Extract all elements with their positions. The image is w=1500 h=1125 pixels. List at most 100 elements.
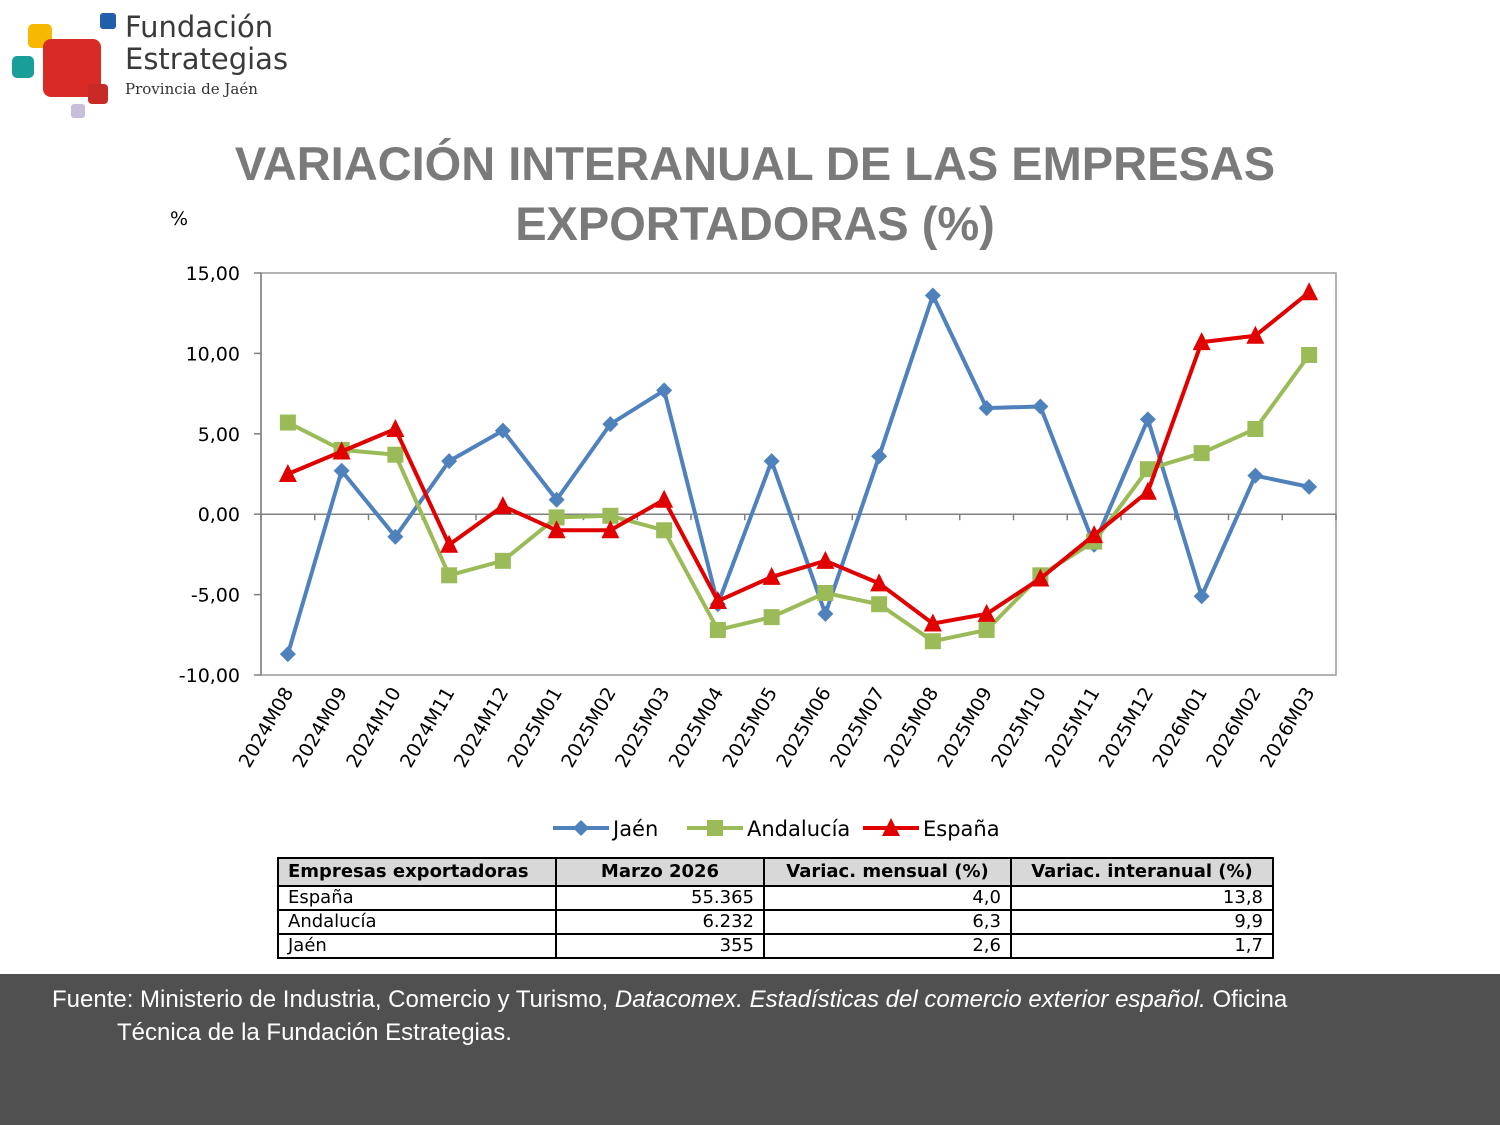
data-point-0 [763,453,780,470]
data-point-0 [1032,398,1049,415]
legend-marker [882,818,900,836]
data-point-0 [1193,588,1210,605]
y-tick-label: 15,00 [186,263,240,285]
data-point-2 [923,613,942,632]
legend-label: Jaén [611,817,658,841]
source-text: Fuente: Ministerio de Industria, Comerci… [52,986,615,1013]
data-point-2 [816,550,835,569]
data-point-0 [1247,467,1264,484]
table-cell: 6,3 [763,909,1012,935]
table-cell: España [277,885,557,911]
data-point-1 [763,609,780,626]
source-text-end: Oficina [1205,986,1288,1013]
data-point-2 [1246,325,1265,344]
org-name-line2: Estrategias [125,42,289,76]
data-point-2 [493,496,512,515]
data-point-1 [871,596,888,613]
y-axis-label: % [170,208,188,230]
table-row: España 55.365 4,0 13,8 [277,885,1274,911]
data-point-2 [1031,568,1050,587]
data-point-0 [602,416,619,433]
title-line2: EXPORTADORAS (%) [515,197,995,250]
legend-label: España [923,817,1000,841]
data-point-1 [1193,445,1210,462]
data-point-2 [1300,282,1319,301]
x-tick-label: 2026M03 [1256,684,1320,772]
y-tick-label: 0,00 [198,504,240,526]
series-line-2 [287,290,1311,626]
data-point-1 [1139,461,1156,478]
legend-label: Andalucía [747,817,850,841]
title-line1: VARIACIÓN INTERANUAL DE LAS EMPRESAS [234,137,1276,190]
data-point-2 [278,464,297,482]
table-cell: 9,9 [1010,909,1274,935]
table-header-cell: Marzo 2026 [555,857,765,887]
table-cell: 4,0 [763,885,1012,911]
table-cell: 55.365 [555,885,765,911]
table-header-cell: Empresas exportadoras [277,857,557,887]
data-point-0 [817,605,834,622]
data-point-1 [441,567,458,584]
data-point-1 [924,633,941,650]
y-tick-label: -10,00 [179,665,240,687]
source-line2: Técnica de la Fundación Estrategias. [117,1019,512,1046]
data-point-1 [1301,347,1318,364]
data-point-0 [656,382,673,399]
data-point-0 [333,462,350,479]
table-cell: 2,6 [763,933,1012,959]
data-point-2 [332,441,351,460]
data-point-0 [978,400,995,417]
data-point-1 [602,507,619,524]
table-cell: Andalucía [277,909,557,935]
data-point-0 [1139,411,1156,428]
page-title: VARIACIÓN INTERANUAL DE LAS EMPRESAS EXP… [150,134,1360,254]
data-point-0 [387,528,404,545]
table-cell: 355 [555,933,765,959]
table-row: Andalucía 6.232 6,3 9,9 [277,909,1274,935]
source-line1: Fuente: Ministerio de Industria, Comerci… [52,986,1287,1014]
series-line-0 [285,293,1310,655]
data-point-2 [1138,481,1157,500]
source-footer: Fuente: Ministerio de Industria, Comerci… [0,974,1500,1125]
data-point-0 [548,491,565,508]
org-name-line1: Fundación [125,10,274,44]
table-header-cell: Variac. mensual (%) [763,857,1012,887]
data-point-2 [601,520,620,539]
data-point-2 [708,591,727,610]
data-point-0 [871,448,888,465]
data-point-2 [386,418,405,437]
data-point-1 [279,414,296,431]
data-point-0 [441,453,458,470]
fundacion-estrategias-logo [12,13,116,118]
line-chart: 15,0010,005,000,00-5,00-10,00%2024M08202… [170,208,1337,841]
data-point-0 [494,422,511,439]
data-point-1 [548,509,565,526]
data-point-1 [709,621,726,638]
source-publication: Datacomex. Estadísticas del comercio ext… [614,986,1206,1013]
data-point-2 [440,534,459,553]
data-point-2 [655,489,674,508]
data-point-2 [1085,525,1104,544]
data-point-2 [762,566,781,585]
data-point-2 [547,520,566,539]
y-tick-label: 10,00 [186,343,240,365]
data-point-1 [817,584,834,601]
data-point-1 [978,621,995,638]
data-point-2 [870,573,889,592]
table-cell: 1,7 [1010,933,1274,959]
data-point-1 [1247,420,1264,437]
y-tick-label: -5,00 [191,585,240,607]
table-cell: 13,8 [1010,885,1274,911]
data-point-0 [1301,478,1318,495]
data-point-0 [924,287,941,304]
legend-marker [707,820,723,836]
table-row: Jaén 355 2,6 1,7 [277,933,1274,959]
table-header-cell: Variac. interanual (%) [1010,857,1274,887]
data-point-1 [656,522,673,539]
data-point-2 [977,603,996,622]
org-name-line3: Provincia de Jaén [125,80,258,98]
table-cell: 6.232 [555,909,765,935]
table-header-row: Empresas exportadoras Marzo 2026 Variac.… [277,857,1274,887]
summary-table: Empresas exportadoras Marzo 2026 Variac.… [277,857,1274,959]
plot-area [260,272,1337,676]
